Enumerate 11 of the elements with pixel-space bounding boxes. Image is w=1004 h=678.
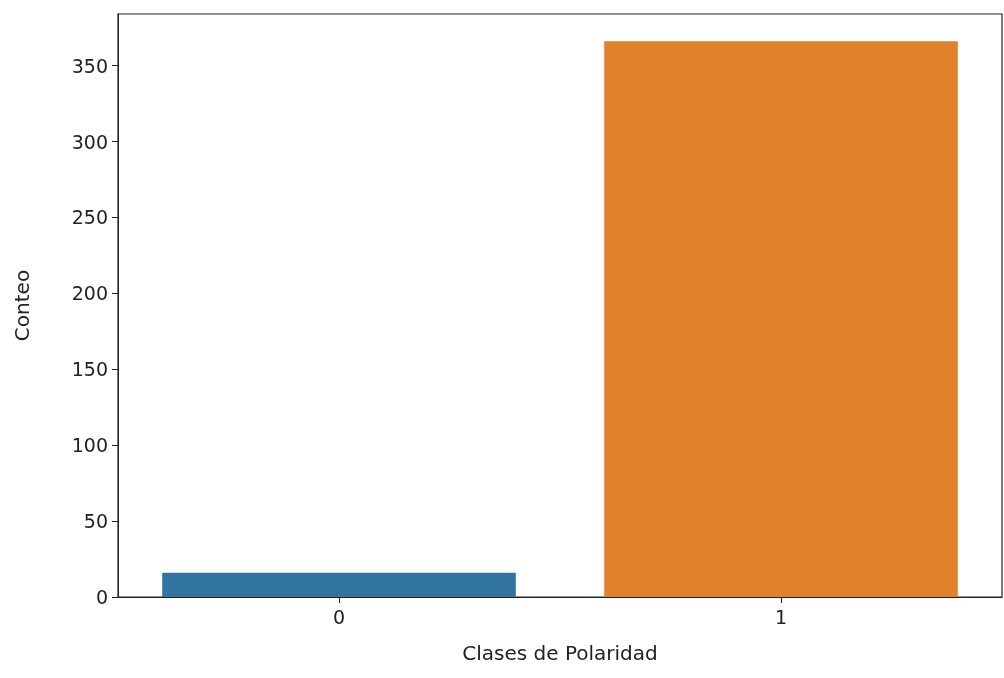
y-axis-title: Conteo [10, 269, 34, 342]
y-tick-label: 50 [83, 510, 108, 533]
y-tick-label: 350 [71, 54, 108, 77]
y-tick-label: 100 [71, 434, 108, 457]
y-tick-label: 150 [71, 358, 108, 381]
x-axis-title: Clases de Polaridad [462, 641, 658, 665]
x-tick-label: 1 [774, 605, 788, 628]
y-tick-label: 200 [71, 282, 108, 305]
y-tick-label: 250 [71, 206, 108, 229]
y-tick-label: 300 [71, 130, 108, 153]
y-tick-label: 0 [95, 586, 108, 608]
